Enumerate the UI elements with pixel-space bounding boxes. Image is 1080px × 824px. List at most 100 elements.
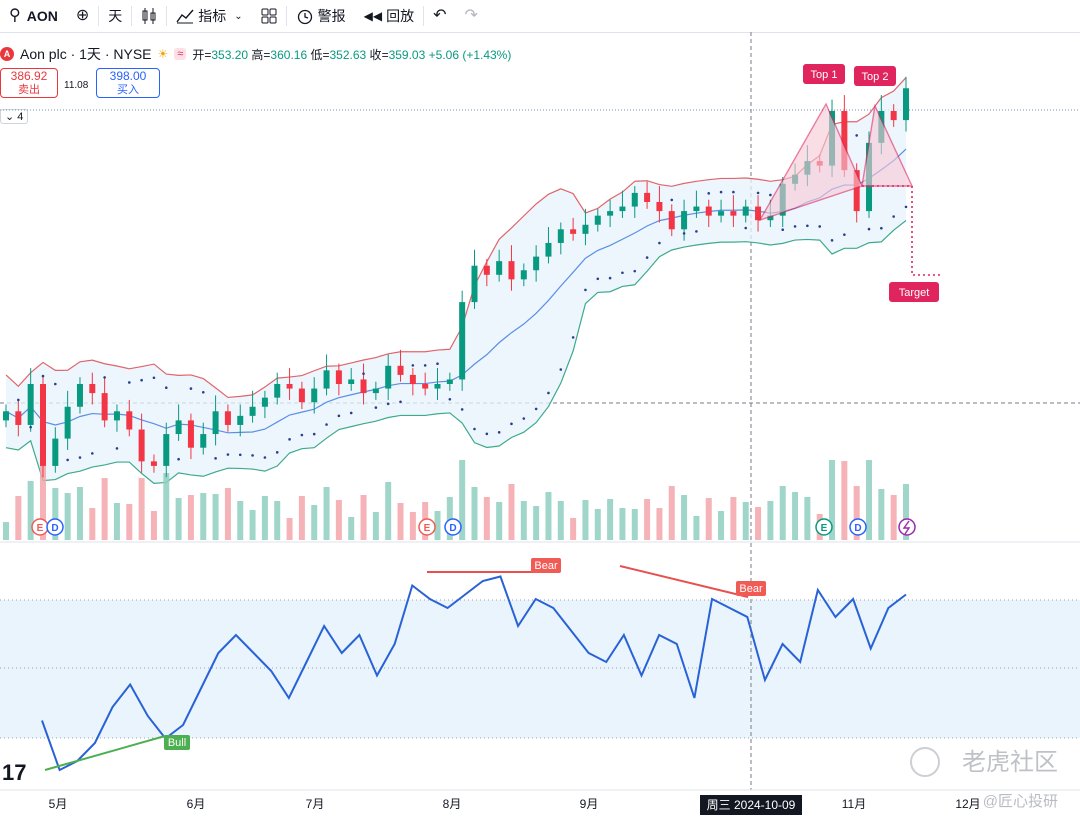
volume-bar xyxy=(311,505,318,540)
sell-button[interactable]: 386.92 卖出 xyxy=(0,68,58,98)
sar-dot xyxy=(411,364,415,367)
sar-dot xyxy=(867,227,871,231)
parabolic-sar xyxy=(17,134,908,462)
indicator-collapse-button[interactable]: ⌄ 4 xyxy=(0,109,29,124)
sar-dot xyxy=(362,372,365,375)
candle-body xyxy=(878,111,885,143)
volume-bar xyxy=(619,508,626,540)
candle-body xyxy=(557,229,564,243)
low-label: 低 xyxy=(310,47,323,62)
earnings-marker-text: E xyxy=(37,523,44,534)
volume-bar xyxy=(903,484,909,540)
rsi-series xyxy=(41,575,907,772)
candle-body xyxy=(434,384,441,389)
symbol-search[interactable]: ⚲ AON xyxy=(0,0,67,32)
sar-dot xyxy=(818,225,821,228)
bear-label-2-box xyxy=(736,581,766,596)
candle-body xyxy=(693,206,700,212)
volume-bar xyxy=(792,492,799,540)
candle-body xyxy=(829,111,836,166)
layout-button[interactable] xyxy=(252,0,286,32)
volume-bar xyxy=(508,484,515,540)
plus-circle-icon: ⊕ xyxy=(75,7,90,24)
market-status-icon[interactable]: ☀ xyxy=(157,47,169,61)
sar-dot xyxy=(127,381,131,384)
sar-dot xyxy=(17,398,20,402)
candle-body xyxy=(113,411,120,421)
candle-body xyxy=(126,411,133,430)
indicators-button[interactable]: 指标 ⌄ xyxy=(167,0,251,32)
alert-button[interactable]: 警报 xyxy=(287,0,355,32)
interval-button[interactable]: 天 xyxy=(99,0,131,32)
chevron-down-icon: ⌄ xyxy=(5,111,15,123)
candle-body xyxy=(348,379,355,384)
double-top-pattern: Top 1 Top 2 Target xyxy=(758,64,942,302)
volume-bar xyxy=(150,511,157,540)
volume-bar xyxy=(829,460,836,540)
candle-body xyxy=(3,411,9,421)
candle-body xyxy=(323,370,330,389)
sar-dot xyxy=(214,457,217,460)
candle-body xyxy=(372,388,379,394)
data-status-badge[interactable]: ≈ xyxy=(174,48,187,60)
volume-bar xyxy=(631,509,638,540)
sar-dot xyxy=(584,288,587,292)
replay-button[interactable]: ◀◀ 回放 xyxy=(355,0,423,32)
candle-body xyxy=(656,202,663,212)
volume-bar xyxy=(496,502,503,540)
volume-bar xyxy=(557,501,564,540)
sar-dot xyxy=(189,387,193,390)
grid-icon xyxy=(261,8,277,24)
sar-dot xyxy=(793,225,797,228)
chart-legend: A Aon plc · 1天 · NYSE ☀ ≈ 开=353.20 高=360… xyxy=(0,44,511,64)
sar-dot xyxy=(633,269,637,273)
volume-bar xyxy=(224,488,231,540)
rsi-line: Bear Bear Bull xyxy=(41,558,907,772)
sar-dot xyxy=(621,271,624,275)
volume-bar xyxy=(607,499,614,540)
sar-dot xyxy=(559,368,563,371)
ohlc-values: 开=353.20 高=360.16 低=352.63 收=359.03 +5.0… xyxy=(192,47,512,62)
crosshair-date-label: 周三 2024-10-09 xyxy=(707,798,796,812)
earnings-marker xyxy=(31,518,49,536)
volume-bar xyxy=(693,516,700,540)
volume-bar xyxy=(705,498,712,540)
volume-bar xyxy=(841,461,848,540)
candle-body xyxy=(150,461,157,466)
time-tick-label: 9月 xyxy=(580,797,599,811)
candle-body xyxy=(385,365,392,389)
legend-title[interactable]: Aon plc · 1天 · NYSE xyxy=(20,46,152,62)
sar-dot xyxy=(103,376,106,379)
volume-bar xyxy=(471,487,478,540)
redo-button[interactable]: ↷ xyxy=(456,0,487,32)
volume-bar xyxy=(385,482,392,540)
volume-bar xyxy=(742,502,749,540)
sar-dot xyxy=(177,457,180,461)
candle-body xyxy=(607,211,614,216)
volume-bar xyxy=(274,501,281,540)
sar-dot xyxy=(695,230,698,233)
chart-type-button[interactable] xyxy=(132,0,166,32)
candle-body xyxy=(483,265,490,275)
candle-body xyxy=(175,420,182,435)
candle-body xyxy=(767,215,774,221)
volume-bar xyxy=(101,478,108,540)
candle-body xyxy=(816,161,823,166)
undo-button[interactable]: ↶ xyxy=(424,0,455,32)
sar-dot xyxy=(325,423,328,426)
volume-bar xyxy=(718,511,725,540)
volume-bar xyxy=(237,501,244,540)
sar-dot xyxy=(164,386,168,390)
volume-bar xyxy=(681,495,688,540)
compare-button[interactable]: ⊕ xyxy=(67,0,98,32)
volume-bar xyxy=(187,495,194,540)
buy-price: 398.00 xyxy=(109,69,147,83)
candles-icon xyxy=(142,8,156,24)
volume-bar xyxy=(866,460,873,540)
candle-body xyxy=(755,206,762,221)
rsi-pane xyxy=(0,32,1080,790)
buy-button[interactable]: 398.00 买入 xyxy=(96,68,160,98)
sell-label: 卖出 xyxy=(18,84,40,96)
crosshair-date-box xyxy=(700,795,802,815)
